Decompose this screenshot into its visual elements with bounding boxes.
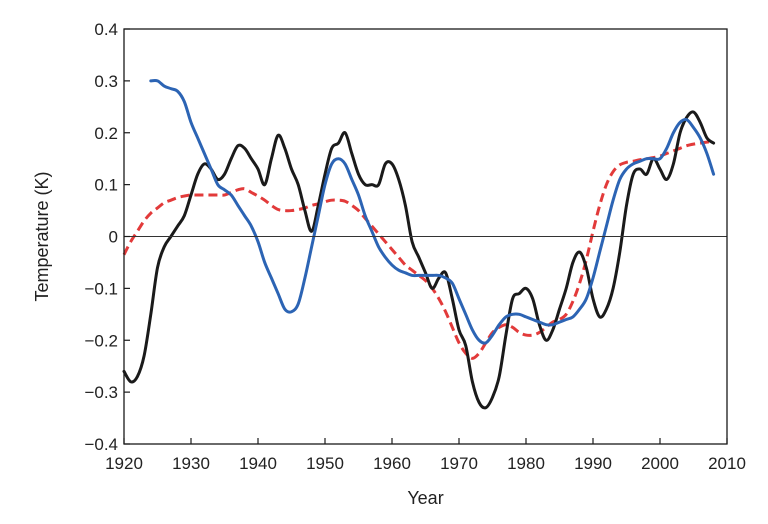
red-dashed-series-line [122, 140, 714, 360]
y-tick-label: −0.2 [84, 331, 118, 350]
blue-series-line [149, 78, 716, 345]
x-tick-label: 1930 [172, 454, 210, 473]
y-tick-label: 0.2 [94, 124, 118, 143]
y-tick-label: −0.4 [84, 435, 118, 454]
x-tick-label: 1970 [440, 454, 478, 473]
y-tick-label: 0.1 [94, 176, 118, 195]
x-tick-label: 2000 [641, 454, 679, 473]
ticks-layer: 1920 1930 1940 1950 1960 1970 1980 1990 2000 2010… [84, 20, 745, 473]
black-series-line [122, 110, 716, 410]
series-layer [122, 78, 716, 410]
y-tick-label: −0.3 [84, 383, 118, 402]
x-tick-label: 1940 [239, 454, 277, 473]
x-tick-label: 1990 [574, 454, 612, 473]
y-tick-label: 0.3 [94, 72, 118, 91]
x-tick-label: 1960 [373, 454, 411, 473]
y-tick-label: 0 [109, 228, 118, 247]
y-tick-label: −0.1 [84, 279, 118, 298]
x-tick-label: 2010 [708, 454, 746, 473]
y-axis-title: Temperature (K) [32, 171, 52, 301]
x-tick-label: 1980 [507, 454, 545, 473]
x-tick-label: 1920 [105, 454, 143, 473]
y-tick-label: 0.4 [94, 20, 118, 39]
x-axis-title: Year [407, 488, 443, 508]
x-tick-label: 1950 [306, 454, 344, 473]
